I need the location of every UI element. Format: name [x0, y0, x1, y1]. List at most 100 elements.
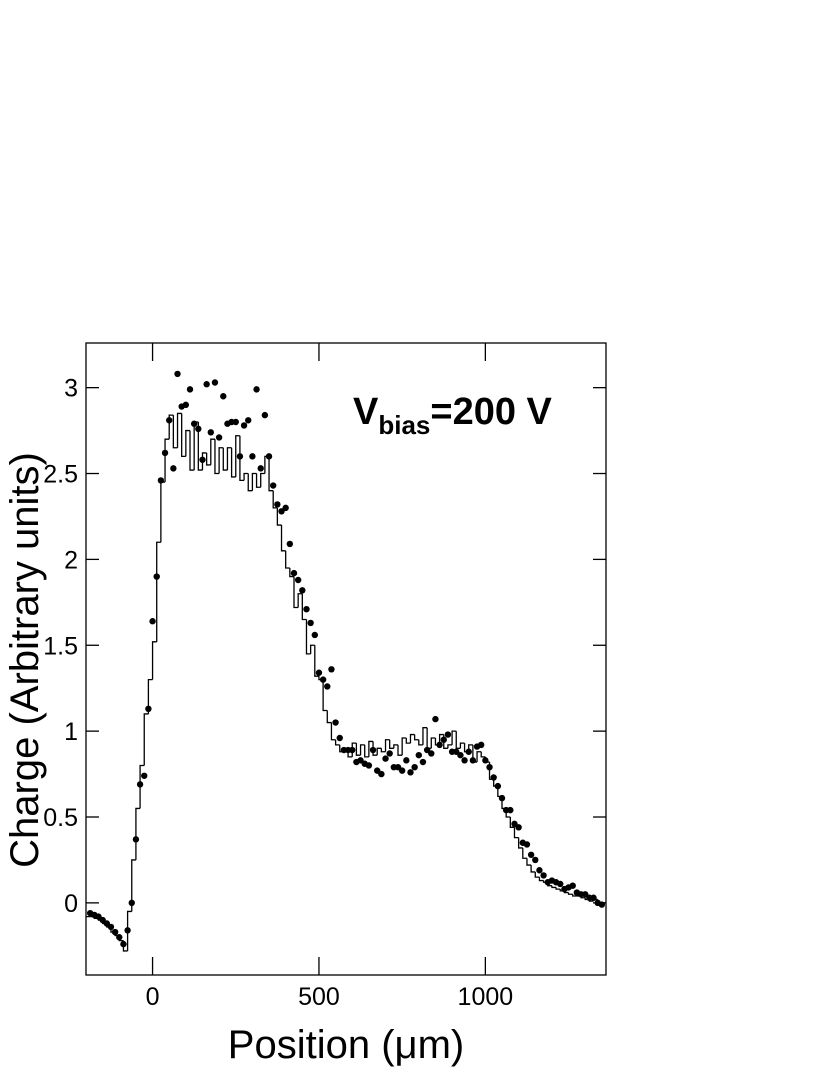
- histogram-step: [143, 713, 149, 766]
- data-point: [249, 453, 256, 460]
- data-point: [328, 666, 335, 673]
- histogram-step: [455, 731, 461, 749]
- histogram-step: [255, 473, 261, 488]
- data-point: [436, 741, 443, 749]
- histogram-step: [447, 744, 453, 749]
- y-tick-label: 3: [64, 375, 78, 403]
- data-point: [157, 477, 165, 484]
- histogram-step: [276, 507, 282, 526]
- data-point: [457, 751, 464, 759]
- data-point: [382, 755, 389, 762]
- histogram-step: [476, 751, 482, 763]
- histogram-step: [393, 744, 398, 749]
- data-point: [365, 762, 373, 769]
- histogram-step: [401, 737, 407, 756]
- histogram-step: [139, 764, 145, 809]
- histogram-step: [197, 422, 203, 471]
- histogram-step: [322, 679, 328, 712]
- y-tick-label: 0.5: [43, 804, 78, 832]
- data-point: [507, 806, 514, 814]
- data-point: [170, 465, 177, 472]
- histogram-step: [239, 435, 245, 482]
- histogram-step: [368, 740, 374, 757]
- data-point: [290, 569, 298, 577]
- data-point: [174, 370, 181, 378]
- data-point: [190, 420, 198, 427]
- histogram-step: [301, 593, 307, 621]
- histogram-step: [235, 435, 240, 477]
- histogram-step: [293, 576, 299, 609]
- histogram-step: [409, 733, 415, 744]
- data-point: [332, 719, 339, 726]
- data-point: [294, 576, 302, 584]
- y-tick-label: 2: [64, 546, 78, 574]
- data-point: [128, 899, 135, 907]
- data-point: [478, 741, 485, 749]
- histogram-step: [205, 452, 211, 466]
- data-point: [336, 734, 343, 742]
- histogram-step: [359, 744, 365, 756]
- annotation: Vbias=200 V: [353, 391, 553, 440]
- data-point: [369, 746, 377, 754]
- data-point: [319, 676, 327, 683]
- histogram-step: [438, 733, 444, 745]
- data-point: [378, 770, 385, 778]
- data-point: [215, 434, 223, 441]
- histogram-step: [289, 567, 294, 578]
- data-point: [498, 794, 506, 802]
- histogram-step: [176, 412, 182, 448]
- data-point: [482, 757, 489, 764]
- data-point: [199, 456, 206, 463]
- data-point: [207, 429, 214, 436]
- histogram-step: [305, 619, 311, 655]
- data-point: [536, 867, 543, 874]
- histogram-step: [459, 742, 465, 749]
- data-point: [286, 540, 294, 548]
- data-point: [398, 767, 406, 774]
- data-point: [153, 573, 160, 580]
- data-point: [349, 746, 356, 754]
- data-point: [253, 386, 260, 393]
- histogram-step: [151, 641, 157, 680]
- data-point: [432, 715, 439, 723]
- data-point: [124, 927, 131, 934]
- histogram-step: [168, 414, 174, 440]
- data-point: [161, 449, 169, 457]
- x-tick-label: 500: [298, 983, 340, 1011]
- data-point: [315, 669, 323, 676]
- data-point: [232, 418, 239, 426]
- histogram-step: [218, 447, 224, 474]
- histogram-step: [551, 885, 557, 889]
- y-axis-label: Charge (Arbitrary units): [3, 452, 47, 868]
- data-point: [465, 748, 472, 755]
- x-tick-label: 0: [146, 983, 160, 1011]
- histogram-step: [326, 710, 332, 724]
- data-point: [132, 836, 140, 843]
- histogram-step: [364, 744, 369, 758]
- data-point: [415, 751, 422, 759]
- histogram-step: [309, 644, 315, 654]
- histogram-step: [314, 645, 319, 677]
- histogram-step: [522, 847, 527, 859]
- data-point: [111, 928, 119, 936]
- y-tick-label: 2.5: [43, 461, 78, 489]
- histogram-step: [555, 887, 561, 890]
- data-point: [428, 750, 435, 757]
- histogram-step: [538, 877, 544, 882]
- data-point: [440, 736, 447, 743]
- plot-frame: [85, 342, 607, 976]
- histogram-step: [534, 871, 540, 878]
- histogram-step: [509, 817, 515, 828]
- histogram-step: [517, 837, 523, 849]
- data-point: [303, 605, 310, 613]
- histogram-step: [389, 739, 394, 749]
- histogram-step: [397, 744, 403, 756]
- data-point: [469, 757, 477, 764]
- data-point: [311, 631, 318, 639]
- data-point: [527, 851, 535, 858]
- data-point: [182, 401, 190, 409]
- data-point: [240, 422, 248, 429]
- data-point: [523, 841, 531, 848]
